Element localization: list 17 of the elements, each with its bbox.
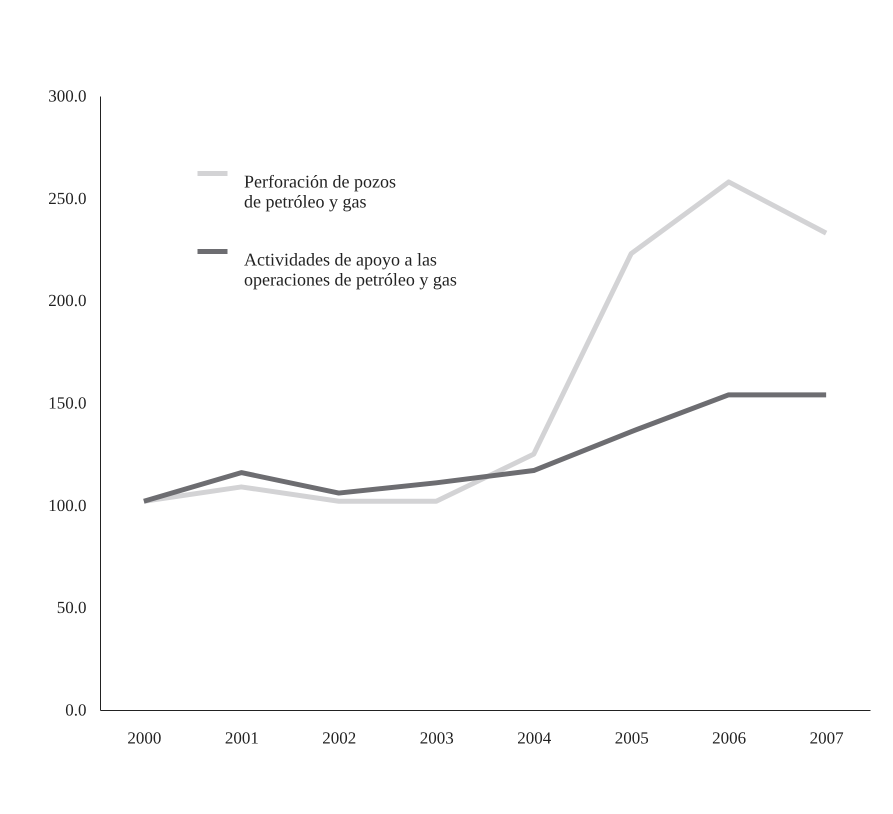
x-tick-label: 2007 <box>810 728 844 748</box>
x-tick-label: 2001 <box>224 728 259 748</box>
y-tick-label: 100.0 <box>48 496 86 515</box>
legend-label: Actividades de apoyo a las operaciones de petróleo y gas <box>244 250 457 290</box>
x-tick-label: 2002 <box>322 728 356 748</box>
y-tick-label: 50.0 <box>56 598 86 618</box>
x-tick-label: 2000 <box>127 728 162 748</box>
x-tick-label: 2004 <box>517 728 552 748</box>
legend-label: Perforación de pozos de petróleo y gas <box>244 172 396 212</box>
y-tick-label: 0.0 <box>65 700 86 720</box>
y-tick-label: 200.0 <box>48 291 86 310</box>
y-tick-label: 150.0 <box>48 394 86 412</box>
y-tick-label: 250.0 <box>48 188 86 208</box>
x-tick-label: 2005 <box>614 728 649 748</box>
x-tick-label: 2003 <box>420 728 454 748</box>
x-tick-label: 2006 <box>712 728 746 748</box>
y-tick-label: 300.0 <box>48 86 86 106</box>
